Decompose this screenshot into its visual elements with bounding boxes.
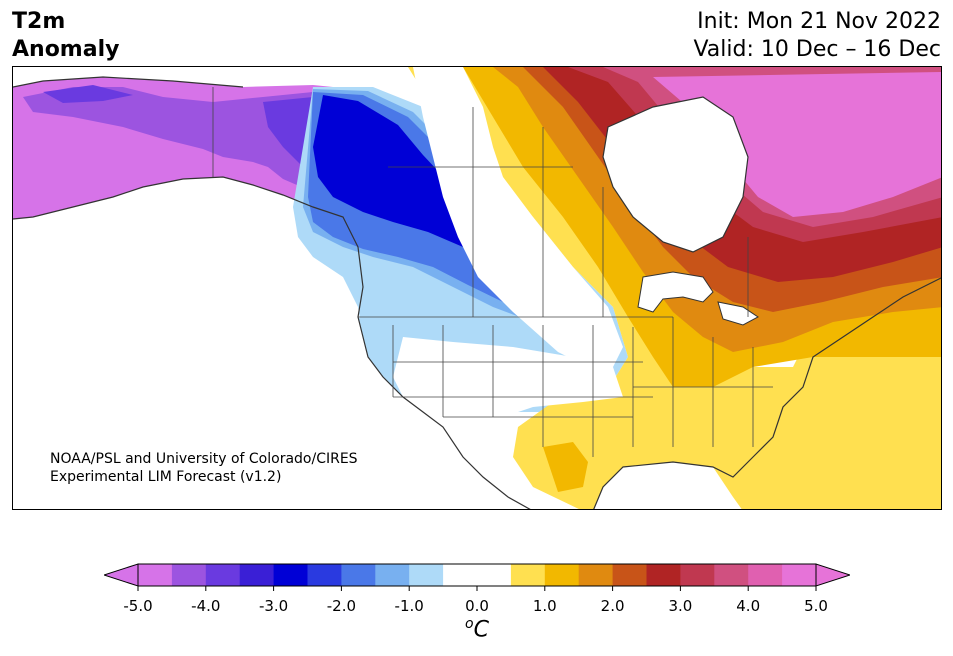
colorbar-tick-label: 4.0	[736, 597, 761, 615]
colorbar-segment	[544, 564, 580, 586]
credit-line-2: Experimental LIM Forecast (v1.2)	[50, 469, 282, 485]
hudson-bay	[602, 96, 749, 253]
colorbar-tick-label: 2.0	[600, 597, 625, 615]
political-borders	[212, 87, 773, 457]
gulf-of-mexico	[593, 462, 742, 509]
init-date: Init: Mon 21 Nov 2022	[697, 9, 941, 34]
variable-label: T2m	[12, 9, 66, 34]
colorbar-segment	[239, 564, 275, 586]
colorbar-segment	[443, 564, 478, 586]
anomaly-region-indigo	[43, 85, 393, 199]
colorbar-tick-label: -1.0	[394, 597, 424, 615]
colorbar-units: oC	[465, 616, 489, 642]
map-canvas	[13, 67, 941, 509]
colorbar-segment	[375, 564, 410, 586]
colorbar-segment	[748, 564, 783, 586]
units-degree: o	[465, 616, 474, 632]
colorbar-segment	[714, 564, 749, 586]
colorbar-segment	[205, 564, 241, 586]
map-title-variable: T2m Anomaly	[12, 8, 119, 64]
colorbar-segment	[273, 564, 308, 586]
colorbar: -5.0 -4.0 -3.0 -2.0 -1.0 0.0 1.0 2.0 3.0 4.0 5.0 o…	[102, 560, 852, 642]
colorbar-segment	[341, 564, 376, 586]
colorbar-tick-labels: -5.0 -4.0 -3.0 -2.0 -1.0 0.0 1.0 2.0 3.0 4.0 5.0	[104, 597, 850, 617]
colorbar-segment	[138, 564, 173, 586]
colorbar-tick-label: -3.0	[258, 597, 289, 615]
colorbar-segment	[612, 564, 647, 586]
colorbar-segment	[477, 564, 512, 586]
colorbar-segment	[409, 564, 444, 586]
credit-text: NOAA/PSL and University of Colorado/CIRE…	[50, 450, 358, 486]
variable-sublabel: Anomaly	[12, 37, 120, 62]
map-title-dates: Init: Mon 21 Nov 2022 Valid: 10 Dec – 16…	[693, 8, 941, 64]
great-lakes	[637, 271, 759, 326]
anomaly-region-gulf-orange	[543, 442, 588, 492]
colorbar-tick-label: -2.0	[326, 597, 357, 615]
colorbar-tick-label: 1.0	[532, 597, 557, 615]
anomaly-region-dark-orange	[493, 67, 941, 352]
colorbar-tick-label: 0.0	[465, 597, 489, 615]
colorbar-bar	[102, 563, 852, 591]
colorbar-tick-label: 5.0	[804, 597, 828, 615]
colorbar-segment	[680, 564, 715, 586]
colorbar-tick-label: -5.0	[123, 597, 153, 615]
credit-line-1: NOAA/PSL and University of Colorado/CIRE…	[50, 451, 358, 467]
valid-dates: Valid: 10 Dec – 16 Dec	[693, 37, 941, 62]
colorbar-segment	[171, 564, 207, 586]
units-letter: C	[473, 617, 489, 643]
anomaly-map: NOAA/PSL and University of Colorado/CIRE…	[12, 66, 942, 510]
anomaly-region-neutral-center	[413, 67, 623, 367]
colorbar-segment	[510, 564, 546, 586]
coastlines	[13, 76, 941, 509]
colorbar-segment	[646, 564, 681, 586]
colorbar-arrow-low	[102, 563, 139, 587]
colorbar-tick-label: 3.0	[668, 597, 693, 615]
colorbar-segment	[307, 564, 342, 586]
colorbar-arrow-high	[815, 563, 852, 587]
colorbar-segment	[578, 564, 614, 586]
anomaly-region-magenta	[653, 72, 941, 217]
colorbar-tick-label: -4.0	[191, 597, 221, 615]
colorbar-segment	[782, 564, 817, 586]
anomaly-region-neutral-south	[393, 337, 623, 447]
